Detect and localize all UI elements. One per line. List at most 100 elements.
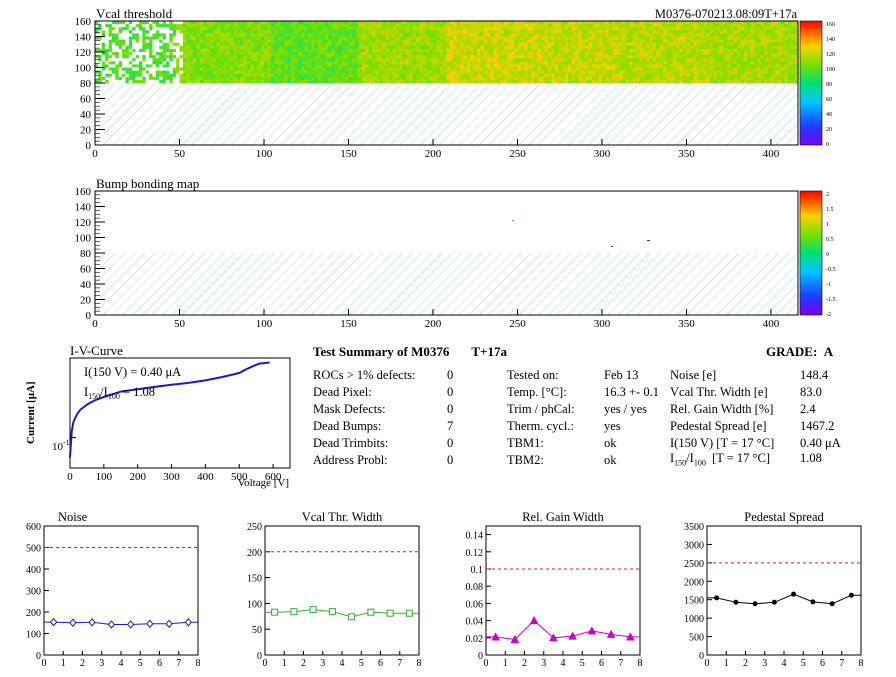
vcal-cell xyxy=(297,67,302,71)
vcal-cell xyxy=(703,52,708,56)
vcal-cell xyxy=(578,33,583,37)
vcal-cell xyxy=(558,24,562,28)
vcal-cell xyxy=(561,64,566,68)
vcal-cell xyxy=(203,39,207,44)
vcal-cell xyxy=(770,73,775,78)
vcal-cell xyxy=(760,67,765,71)
vcal-cell xyxy=(713,42,718,47)
vcal-cell xyxy=(243,67,248,71)
vcal-cell xyxy=(503,52,508,56)
vcal-cell xyxy=(439,55,444,59)
vcal-cell xyxy=(324,79,329,84)
vcal-cell xyxy=(470,73,474,78)
vcal-cell xyxy=(125,58,130,62)
vcal-cell xyxy=(514,52,518,56)
vcal-cell xyxy=(203,76,207,81)
vcal-cell xyxy=(551,64,556,68)
vcal-cell xyxy=(351,39,356,44)
vcal-cell xyxy=(534,27,539,31)
vcal-cell xyxy=(595,30,599,34)
vcal-cell xyxy=(142,67,147,71)
vcal-cell xyxy=(426,30,430,34)
vcal-cell xyxy=(551,42,556,47)
vcal-cell xyxy=(172,45,177,50)
vcal-cell xyxy=(375,64,380,68)
vcal-cell xyxy=(443,24,447,28)
vcal-cell xyxy=(737,70,741,75)
vcal-cell xyxy=(122,55,126,59)
vcal-cell xyxy=(165,70,170,75)
vcal-cell xyxy=(216,27,221,31)
vcal-cell xyxy=(666,73,670,78)
vcal-title: Vcal threshold xyxy=(96,6,173,21)
vcal-cell xyxy=(291,58,295,62)
vcal-cell xyxy=(304,48,309,53)
vcal-cell xyxy=(105,76,109,81)
vcal-cell xyxy=(176,67,180,71)
vcal-cell xyxy=(666,39,670,44)
vcal-cell xyxy=(585,27,589,31)
vcal-cell xyxy=(399,67,403,71)
vcal-cell xyxy=(149,39,153,44)
vcal-cell xyxy=(699,33,704,37)
vcal-cell xyxy=(162,52,167,56)
vcal-cell xyxy=(571,39,576,44)
vcal-cell xyxy=(135,58,140,62)
vcal-cell xyxy=(101,79,106,84)
defect-value: 0 xyxy=(447,368,454,382)
vcal-cell xyxy=(642,39,647,44)
vcal-cell xyxy=(341,70,346,75)
vcal-cell xyxy=(635,73,640,78)
vcal-cell xyxy=(770,52,775,56)
vcal-cell xyxy=(422,36,427,40)
vcal-cell xyxy=(531,76,535,81)
vcal-cell xyxy=(125,67,130,71)
vcal-cell xyxy=(409,73,414,78)
vcal-cell xyxy=(652,67,657,71)
vcal-cell xyxy=(537,79,542,84)
vcal-cell xyxy=(247,33,251,37)
vcal-cell xyxy=(399,42,403,47)
vcal-cell xyxy=(642,64,647,68)
trend-line xyxy=(486,619,640,641)
vcal-cell xyxy=(291,61,295,65)
vcal-cell xyxy=(443,55,447,59)
vcal-cell xyxy=(524,79,529,84)
vcal-cell xyxy=(510,70,515,75)
vcal-cell xyxy=(615,55,620,59)
vcal-cell xyxy=(152,48,157,53)
vcal-cell xyxy=(196,30,201,34)
vcal-cell xyxy=(274,48,278,53)
vcal-cell xyxy=(595,27,599,31)
vcal-cell xyxy=(588,61,593,65)
vcal-cell xyxy=(720,27,725,31)
trend-ytick-label: 300 xyxy=(26,587,41,598)
vcal-cell xyxy=(412,36,417,40)
vcal-cell xyxy=(747,48,752,53)
vcal-cell xyxy=(534,36,539,40)
vcal-cell xyxy=(760,30,765,34)
vcal-cell xyxy=(338,76,343,81)
vcal-cell xyxy=(754,45,758,50)
vcal-cell xyxy=(176,24,180,28)
vcal-cell xyxy=(216,64,221,68)
vcal-cell xyxy=(416,24,420,28)
vcal-cell xyxy=(199,33,204,37)
vcal-cell xyxy=(649,70,654,75)
vcal-cell xyxy=(480,67,485,71)
vcal-cell xyxy=(622,61,627,65)
vcal-cell xyxy=(750,24,755,28)
vcal-cell xyxy=(365,70,370,75)
vcal-cell xyxy=(689,76,694,81)
vcal-cell xyxy=(135,36,140,40)
vcal-cell xyxy=(203,36,207,40)
vcal-cell xyxy=(449,27,454,31)
vcal-palette-tick: 80 xyxy=(826,82,832,88)
vcal-cell xyxy=(294,55,299,59)
vcal-cell xyxy=(382,73,387,78)
trend-xtick-label: 0 xyxy=(263,658,268,669)
vcal-cell xyxy=(372,67,376,71)
vcal-cell xyxy=(794,70,799,75)
vcal-cell xyxy=(355,27,360,31)
vcal-cell xyxy=(612,39,616,44)
